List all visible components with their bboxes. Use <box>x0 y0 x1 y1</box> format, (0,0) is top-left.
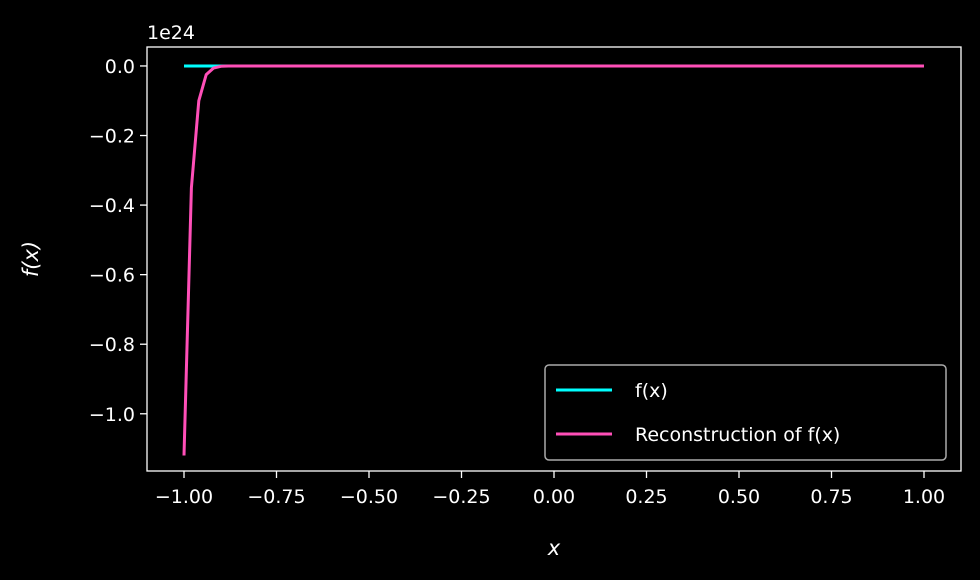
y-axis-label: f(x) <box>19 241 43 277</box>
legend: f(x) Reconstruction of f(x) <box>544 364 947 461</box>
y-tick-label: −0.2 <box>89 126 135 148</box>
legend-box <box>544 364 947 461</box>
x-tick-label: −0.50 <box>340 486 398 508</box>
x-tick-label: 0.50 <box>718 486 760 508</box>
legend-label-fx: f(x) <box>635 380 668 402</box>
x-tick-label: −1.00 <box>155 486 213 508</box>
x-axis-label: x <box>547 536 561 560</box>
x-tick-label: −0.25 <box>432 486 490 508</box>
y-tick-label: −0.4 <box>89 195 135 217</box>
series-layer <box>182 64 924 456</box>
y-offset-label: 1e24 <box>147 22 195 44</box>
x-tick-label: 0.25 <box>625 486 667 508</box>
series-line-reconstruction <box>182 64 924 456</box>
y-tick-label: −0.6 <box>89 265 135 287</box>
y-tick-label: −0.8 <box>89 334 135 356</box>
plot-frame <box>146 46 962 472</box>
y-tick-label: −1.0 <box>89 404 135 426</box>
x-tick-label: 0.00 <box>533 486 575 508</box>
x-tick-label: 0.75 <box>810 486 852 508</box>
y-tick-label: 0.0 <box>105 56 135 78</box>
x-tick-label: −0.75 <box>247 486 305 508</box>
legend-label-reconstruction: Reconstruction of f(x) <box>635 424 840 446</box>
ticks-layer: −1.00 −0.75 −0.50 −0.25 0.00 0.25 0.50 0.75 1.00… <box>89 56 945 508</box>
x-tick-label: 1.00 <box>903 486 945 508</box>
